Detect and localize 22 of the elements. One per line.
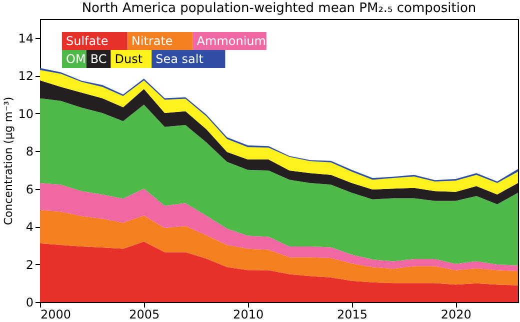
y-tick-label: 0	[26, 296, 34, 310]
y-tick-label: 8	[26, 144, 34, 159]
x-tick-label: 2020	[440, 308, 472, 322]
x-tick-label: 2010	[233, 308, 264, 322]
series-label: Dust	[114, 52, 143, 66]
x-tick-label: 2015	[336, 308, 368, 322]
text: Ammonium	[196, 34, 266, 48]
y-tick-label: 14	[18, 31, 34, 46]
chart-title: North America population-weighted mean PM₂.₅ composition	[82, 1, 476, 16]
text: Nitrate	[131, 34, 173, 48]
y-tick-label: 4	[26, 220, 34, 234]
y-tick-label: 12	[18, 69, 34, 84]
y-tick-label: 6	[26, 182, 34, 196]
text: BC	[90, 52, 107, 66]
y-tick-label: 2	[26, 258, 34, 272]
x-tick-label: 2005	[129, 308, 160, 322]
series-label: Sea salt	[156, 52, 204, 66]
x-tick-label: 2000	[40, 308, 72, 322]
y-axis-title: Concentration (μg m⁻³)	[2, 96, 16, 226]
text: OM	[66, 52, 86, 66]
y-tick-label: 10	[18, 106, 34, 121]
text: Sulfate	[66, 34, 108, 48]
